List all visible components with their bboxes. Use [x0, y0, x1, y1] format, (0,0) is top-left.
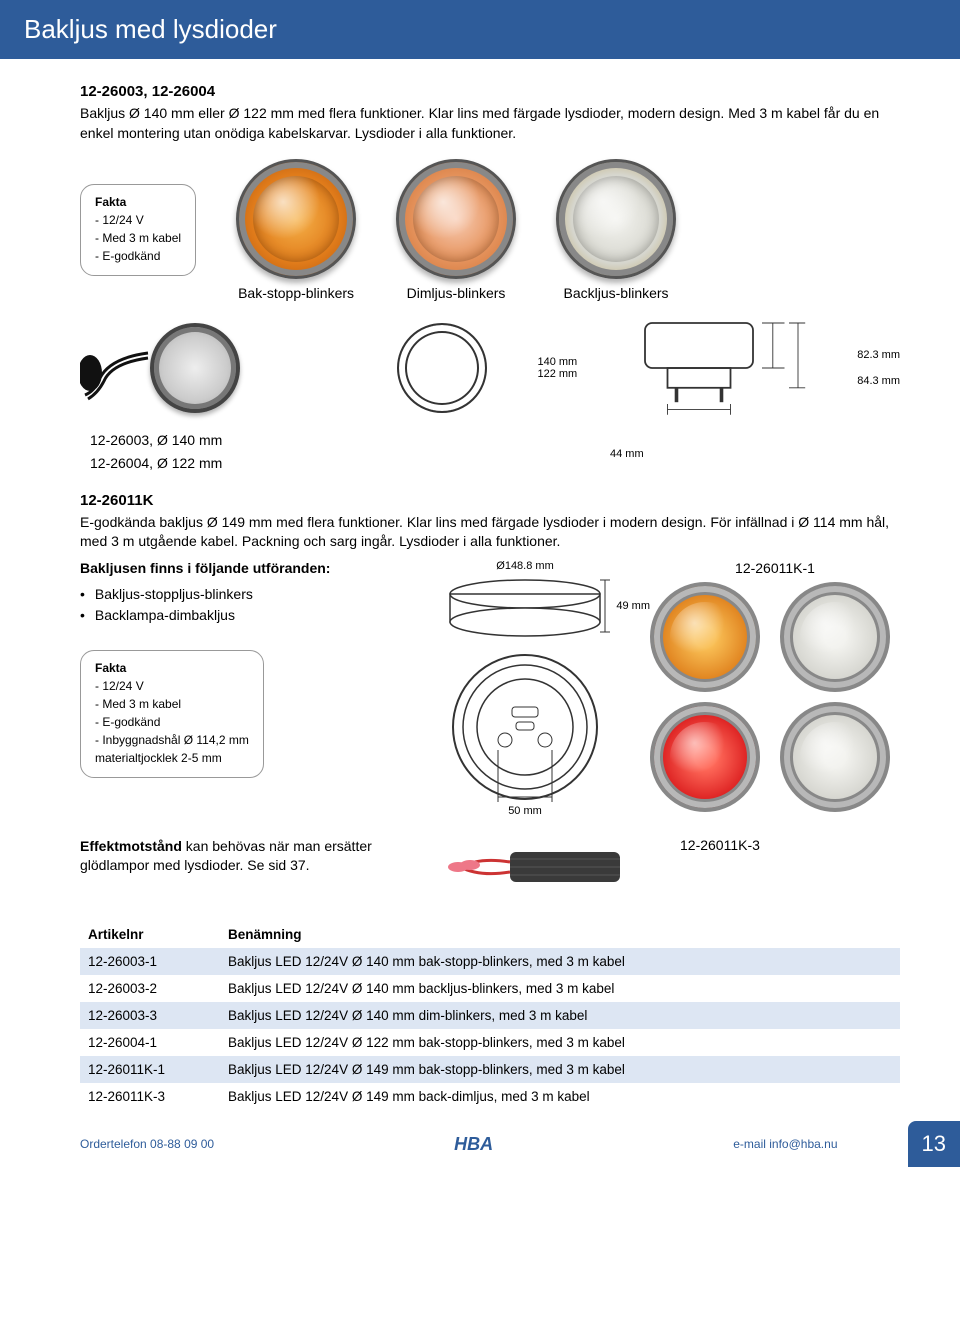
schematic-top-icon: [440, 572, 610, 647]
cable-lamp-group: [80, 323, 240, 413]
list-item: Backlampa-dimbakljus: [80, 605, 400, 626]
fakta2-line: - 12/24 V: [95, 677, 249, 695]
dim-base: 44 mm: [610, 446, 900, 464]
cell-desc: Bakljus LED 12/24V Ø 140 mm dim-blinkers…: [220, 1002, 900, 1029]
footer-wrap: Ordertelefon 08-88 09 00 HBA e-mail info…: [0, 1110, 960, 1167]
cell-desc: Bakljus LED 12/24V Ø 140 mm bak-stopp-bl…: [220, 948, 900, 975]
schem-diameter: Ø148.8 mm: [430, 560, 620, 572]
row-section2-layout: Bakljusen finns i följande utföranden: B…: [80, 560, 900, 817]
lamp-label-c: Backljus-blinkers: [556, 285, 676, 301]
table-row: 12-26004-1Bakljus LED 12/24V Ø 122 mm ba…: [80, 1029, 900, 1056]
section2-body: E-godkända bakljus Ø 149 mm med flera fu…: [80, 513, 900, 552]
product-lamp-image: [780, 582, 890, 692]
table-body: 12-26003-1Bakljus LED 12/24V Ø 140 mm ba…: [80, 948, 900, 1110]
cell-artnr: 12-26003-3: [80, 1002, 220, 1029]
prod-label-k1: 12-26011K-1: [650, 560, 900, 576]
table-row: 12-26003-1Bakljus LED 12/24V Ø 140 mm ba…: [80, 948, 900, 975]
fakta2-line: - E-godkänd: [95, 713, 249, 731]
resistor-text: Effektmotstånd kan behövas när man ersät…: [80, 837, 400, 876]
cell-artnr: 12-26011K-3: [80, 1083, 220, 1110]
dim-h2: 84.3 mm: [857, 375, 900, 387]
schematic-bottom-icon: [450, 652, 600, 802]
cell-desc: Bakljus LED 12/24V Ø 140 mm backljus-bli…: [220, 975, 900, 1002]
fakta2-line: - Med 3 m kabel: [95, 695, 249, 713]
product-grid-wrap: 12-26011K-1: [650, 560, 900, 812]
schem-bolt: 50 mm: [430, 805, 620, 817]
section1-body: Bakljus Ø 140 mm eller Ø 122 mm med fler…: [80, 104, 900, 143]
content-area: 12-26003, 12-26004 Bakljus Ø 140 mm elle…: [0, 83, 960, 1110]
article-table: Artikelnr Benämning 12-26003-1Bakljus LE…: [80, 921, 900, 1110]
product-lamp-image: [650, 582, 760, 692]
mount-diagram-icon: [627, 313, 807, 423]
resistor-icon: [440, 837, 640, 897]
lamp-label-b: Dimljus-blinkers: [396, 285, 516, 301]
page-number-badge: 13: [908, 1121, 960, 1167]
page-title: Bakljus med lysdioder: [24, 14, 936, 45]
th-benamning: Benämning: [220, 921, 900, 948]
cell-desc: Bakljus LED 12/24V Ø 149 mm back-dimljus…: [220, 1083, 900, 1110]
dim-d1: 140 mm: [537, 356, 577, 368]
fakta2-line: - Inbyggnadshål Ø 114,2 mm: [95, 731, 249, 749]
cell-artnr: 12-26011K-1: [80, 1056, 220, 1083]
row-fakta-lamps: Fakta - 12/24 V - Med 3 m kabel - E-godk…: [80, 159, 900, 301]
lamp-image-a: [236, 159, 356, 279]
resistor-bold: Effektmotstånd: [80, 838, 182, 854]
fakta1-line: - 12/24 V: [95, 211, 181, 229]
fakta2-line: materialtjocklek 2-5 mm: [95, 749, 249, 767]
fakta1-line: - E-godkänd: [95, 247, 181, 265]
cable-icon: [80, 333, 150, 403]
schematic-column: Ø148.8 mm 49 mm 50 mm: [430, 560, 620, 817]
outline-circle-icon: [397, 323, 487, 413]
lamp-c-wrap: Backljus-blinkers: [556, 159, 676, 301]
product-lamp-image: [780, 702, 890, 812]
product-grid-1: [650, 582, 900, 812]
row2-article-labels: 12-26003, Ø 140 mm 12-26004, Ø 122 mm 44…: [90, 429, 900, 463]
row-cable-diagram: 140 mm 122 mm 82.3 mm 84.3 mm: [80, 313, 900, 423]
fakta1-line: - Med 3 m kabel: [95, 229, 181, 247]
product-lamp-image: [650, 702, 760, 812]
section2-title: 12-26011K: [80, 492, 900, 509]
footer-phone: Ordertelefon 08-88 09 00: [80, 1137, 214, 1151]
footer-bar: Ordertelefon 08-88 09 00 HBA e-mail info…: [0, 1120, 908, 1167]
table-row: 12-26011K-1Bakljus LED 12/24V Ø 149 mm b…: [80, 1056, 900, 1083]
fakta-box-1: Fakta - 12/24 V - Med 3 m kabel - E-godk…: [80, 184, 196, 276]
table-header-row: Artikelnr Benämning: [80, 921, 900, 948]
fakta2-title: Fakta: [95, 659, 249, 677]
cell-desc: Bakljus LED 12/24V Ø 122 mm bak-stopp-bl…: [220, 1029, 900, 1056]
cell-artnr: 12-26004-1: [80, 1029, 220, 1056]
lamp-a-wrap: Bak-stopp-blinkers: [236, 159, 356, 301]
fakta-box-2: Fakta - 12/24 V - Med 3 m kabel - E-godk…: [80, 650, 264, 778]
lamp-b-wrap: Dimljus-blinkers: [396, 159, 516, 301]
dim-labels-mount: 82.3 mm 84.3 mm: [857, 349, 900, 387]
th-artikelnr: Artikelnr: [80, 921, 220, 948]
prod-label-k3: 12-26011K-3: [680, 837, 900, 853]
header-bar: Bakljus med lysdioder: [0, 0, 960, 59]
section2-list-title: Bakljusen finns i följande utföranden:: [80, 560, 400, 576]
table-row: 12-26003-2Bakljus LED 12/24V Ø 140 mm ba…: [80, 975, 900, 1002]
dim-d2: 122 mm: [537, 368, 577, 380]
cell-artnr: 12-26003-2: [80, 975, 220, 1002]
section2-left-col: Bakljusen finns i följande utföranden: B…: [80, 560, 400, 778]
cable-lamp-image: [150, 323, 240, 413]
fakta1-title: Fakta: [95, 193, 181, 211]
section1-title: 12-26003, 12-26004: [80, 83, 900, 100]
list-item: Bakljus-stoppljus-blinkers: [80, 584, 400, 605]
lamp-label-a: Bak-stopp-blinkers: [236, 285, 356, 301]
table-row: 12-26011K-3Bakljus LED 12/24V Ø 149 mm b…: [80, 1083, 900, 1110]
dim-h1: 82.3 mm: [857, 349, 900, 361]
lamp-image-c: [556, 159, 676, 279]
footer-logo: HBA: [454, 1134, 493, 1155]
lamp-image-b: [396, 159, 516, 279]
table-row: 12-26003-3Bakljus LED 12/24V Ø 140 mm di…: [80, 1002, 900, 1029]
footer-email: e-mail info@hba.nu: [733, 1137, 837, 1151]
dim-labels-circle: 140 mm 122 mm: [537, 356, 577, 380]
cell-artnr: 12-26003-1: [80, 948, 220, 975]
row-resistor: Effektmotstånd kan behövas när man ersät…: [80, 837, 900, 897]
variant-list: Bakljus-stoppljus-blinkers Backlampa-dim…: [80, 584, 400, 626]
cell-desc: Bakljus LED 12/24V Ø 149 mm bak-stopp-bl…: [220, 1056, 900, 1083]
